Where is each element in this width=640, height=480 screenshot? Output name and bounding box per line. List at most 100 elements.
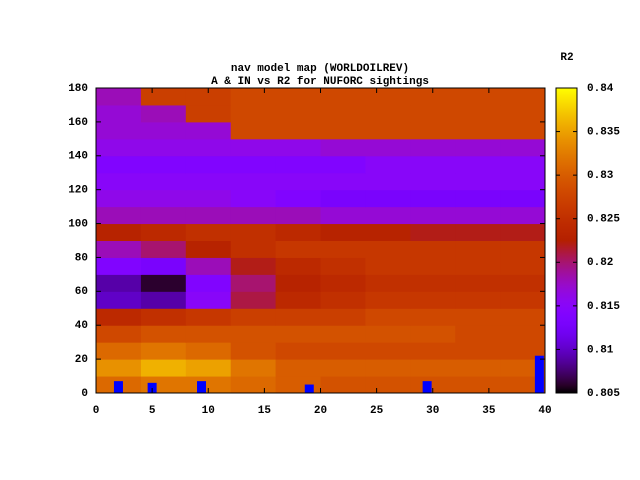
heat-cell [410, 240, 456, 258]
bar [147, 382, 157, 393]
heat-cell [275, 206, 321, 225]
heat-cell [500, 342, 546, 360]
heat-cell [320, 172, 366, 191]
heat-cell [365, 223, 411, 241]
heat-cell [500, 172, 546, 191]
heat-cell [365, 189, 411, 208]
heat-cell [140, 206, 187, 225]
colorbar-tick-label: 0.815 [587, 301, 620, 313]
heat-cell [96, 240, 142, 258]
heat-cell [230, 325, 277, 343]
heat-cell [500, 121, 546, 140]
heat-cell [230, 189, 277, 208]
y-tick-label: 160 [68, 117, 88, 129]
x-tick-label: 0 [93, 405, 100, 417]
heat-cell [185, 359, 232, 377]
heat-cell [455, 308, 501, 326]
x-tick-label: 20 [314, 405, 327, 417]
heat-cell [140, 223, 187, 241]
heat-cell [500, 88, 546, 106]
heat-cell [410, 376, 456, 394]
heat-cell [410, 291, 456, 309]
heat-cell [410, 88, 456, 106]
heat-cell [410, 172, 456, 191]
heat-cell [365, 359, 411, 377]
chart-title: nav model map (WORLDOILREV) [231, 63, 409, 75]
heat-cell [230, 155, 277, 174]
heat-cell [275, 240, 321, 258]
heat-cell [365, 121, 411, 140]
heat-cell [320, 223, 366, 241]
heat-cell [185, 155, 232, 174]
heat-cell [455, 342, 501, 360]
heat-cell [365, 342, 411, 360]
heat-cell [365, 206, 411, 225]
heat-cell [320, 359, 366, 377]
heat-cell [320, 240, 366, 258]
heat-cell [365, 155, 411, 174]
heat-cell [230, 308, 277, 326]
x-tick-label: 30 [426, 405, 439, 417]
heat-cell [320, 206, 366, 225]
bar [422, 381, 432, 393]
heat-cell [275, 172, 321, 191]
heat-cell [230, 291, 277, 309]
heat-cell [96, 189, 142, 208]
heat-cell [96, 104, 142, 123]
heat-cell [320, 376, 366, 394]
heat-cell [230, 172, 277, 191]
heat-cell [96, 342, 142, 360]
colorbar [555, 87, 578, 394]
heat-cell [140, 240, 187, 258]
heat-cell [455, 257, 501, 275]
heat-cell [140, 189, 187, 208]
heat-cell [365, 291, 411, 309]
heat-cell [185, 104, 232, 123]
heat-cell [455, 274, 501, 292]
heat-cell [320, 274, 366, 292]
y-tick-label: 120 [68, 185, 88, 197]
colorbar-label: R2 [560, 52, 573, 64]
heat-cell [185, 172, 232, 191]
heat-cell [230, 121, 277, 140]
heat-cell [410, 223, 456, 241]
heat-cell [140, 325, 187, 343]
heat-cell [96, 138, 142, 157]
heat-cell [455, 291, 501, 309]
heat-cell [96, 172, 142, 191]
heat-cell [320, 325, 366, 343]
heat-cell [96, 359, 142, 377]
heat-cell [96, 223, 142, 241]
heat-cell [275, 376, 321, 394]
heat-cell [365, 104, 411, 123]
heat-cell [96, 274, 142, 292]
heat-cell [365, 274, 411, 292]
x-tick-label: 15 [258, 405, 272, 417]
heat-cell [275, 155, 321, 174]
heat-cell [410, 104, 456, 123]
heat-cell [185, 257, 232, 275]
heat-cell [320, 88, 366, 106]
heat-cell [455, 359, 501, 377]
heat-cell [365, 88, 411, 106]
heat-cell [96, 121, 142, 140]
heat-cell [320, 155, 366, 174]
heat-cell [230, 359, 277, 377]
colorbar-tick-label: 0.83 [587, 170, 614, 182]
colorbar-tick-label: 0.82 [587, 257, 613, 269]
heat-cell [275, 104, 321, 123]
heat-cell [320, 291, 366, 309]
heat-cell [410, 121, 456, 140]
heat-cell [455, 206, 501, 225]
y-tick-label: 20 [75, 354, 88, 366]
heat-cell [275, 359, 321, 377]
heat-cell [275, 342, 321, 360]
heat-cell [185, 206, 232, 225]
y-tick-label: 140 [68, 151, 88, 163]
heat-cell [230, 376, 277, 394]
y-tick-label: 60 [75, 286, 88, 298]
heat-cell [320, 189, 366, 208]
heat-cell [275, 325, 321, 343]
heat-cell [500, 104, 546, 123]
